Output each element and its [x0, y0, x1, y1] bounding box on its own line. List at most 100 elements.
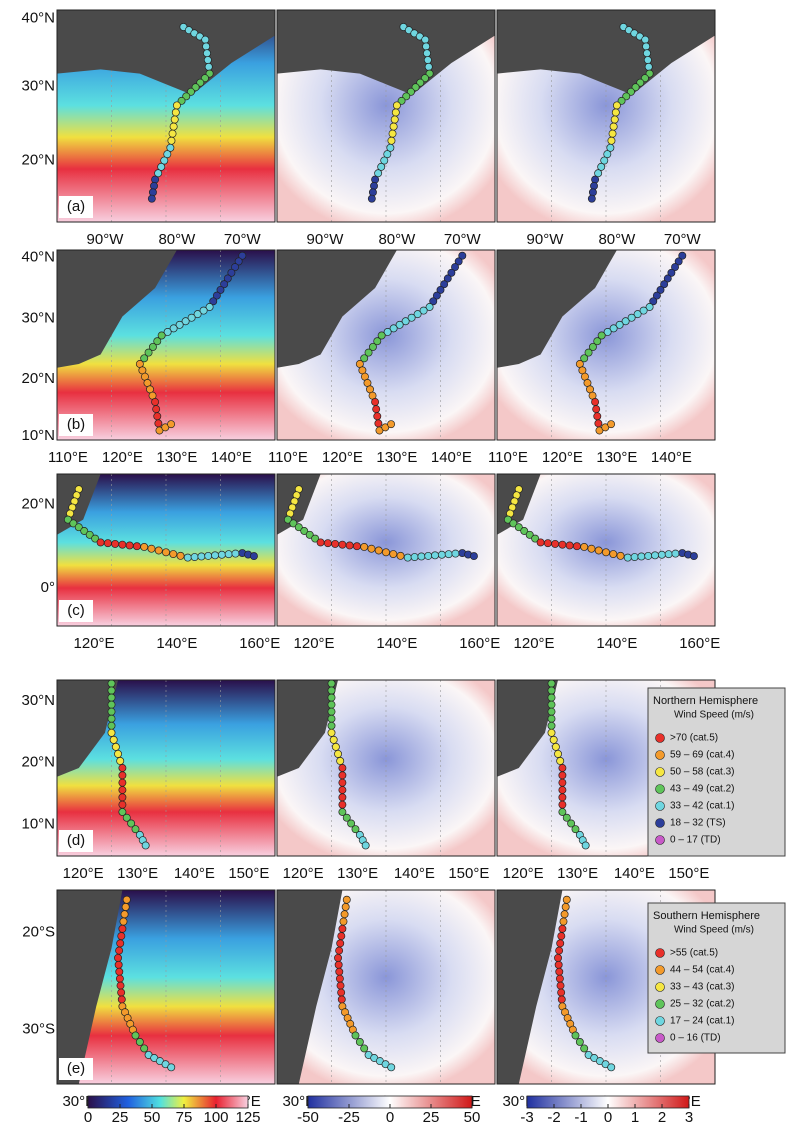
track-point [162, 549, 169, 556]
track-point [559, 925, 566, 932]
lon-tick-label: 120°E [102, 449, 143, 466]
track-point [120, 918, 127, 925]
track-point [119, 801, 126, 808]
track-point [470, 552, 477, 559]
track-point [108, 687, 115, 694]
track-point [203, 50, 210, 57]
track-point [112, 540, 119, 547]
track-point [559, 541, 566, 548]
track-point [150, 182, 157, 189]
legend-swatch [656, 734, 665, 743]
track-point [372, 176, 379, 183]
track-point [336, 975, 343, 982]
legend-swatch [656, 983, 665, 992]
track-point [116, 968, 123, 975]
track-point [445, 551, 452, 558]
track-point [362, 842, 369, 849]
lon-tick-label: 160°E [459, 635, 500, 652]
track-point [608, 1064, 615, 1071]
track-point [155, 420, 162, 427]
track-point [645, 552, 652, 559]
legend-label: 18 – 32 (TS) [670, 818, 726, 829]
track-point [557, 940, 564, 947]
track-point [339, 779, 346, 786]
colorbar-tick-label: 0 [386, 1109, 394, 1126]
track-point [559, 794, 566, 801]
legend-swatch [656, 836, 665, 845]
track-point [328, 694, 335, 701]
lon-tick-label: 110°E [48, 449, 88, 466]
legend-label: 50 – 58 (cat.3) [670, 767, 734, 778]
track-point [119, 786, 126, 793]
track-point [338, 932, 345, 939]
track-point [108, 701, 115, 708]
track-point [141, 1045, 148, 1052]
panel-label: (b) [67, 416, 85, 433]
track-point [114, 750, 121, 757]
track-point [548, 708, 555, 715]
track-point [644, 56, 651, 63]
legend-title: Northern Hemisphere [653, 695, 758, 707]
legend-title: Southern Hemisphere [653, 910, 760, 922]
track-point [334, 750, 341, 757]
track-point [153, 406, 160, 413]
track-point [341, 911, 348, 918]
track-point [339, 772, 346, 779]
track-point [581, 1045, 588, 1052]
track-point [548, 694, 555, 701]
track-point [133, 543, 140, 550]
track-point [119, 779, 126, 786]
track-point [339, 541, 346, 548]
lon-tick-label: 130°E [156, 449, 197, 466]
lon-tick-label: 150°E [228, 865, 269, 882]
track-point [548, 715, 555, 722]
lat-tick-label: 20°S [22, 924, 55, 941]
track-point [167, 421, 174, 428]
lon-tick-label: 70°W [664, 231, 702, 248]
track-point [142, 842, 149, 849]
lat-tick-label: 30°N [21, 77, 55, 94]
lon-tick-label: 110°E [488, 449, 528, 466]
track-point [337, 940, 344, 947]
track-point [560, 918, 567, 925]
track-point [438, 551, 445, 558]
lon-tick-label: 140°E [156, 635, 197, 652]
colorbar-tick-label: 50 [144, 1109, 161, 1126]
track-point [332, 743, 339, 750]
lon-tick-label: 70°W [224, 231, 262, 248]
track-point [114, 954, 121, 961]
track-point [108, 680, 115, 687]
track-point [119, 794, 126, 801]
track-point [388, 137, 395, 144]
colorbar-tick-label: 2 [658, 1109, 666, 1126]
lon-tick-label: 140°E [431, 449, 472, 466]
track-point [336, 947, 343, 954]
lat-tick-label: 20°N [21, 151, 55, 168]
track-point [389, 130, 396, 137]
colorbar [88, 1096, 248, 1108]
track-point [555, 961, 562, 968]
track-point [375, 547, 382, 554]
legend-label: 0 – 17 (TD) [670, 835, 721, 846]
lon-tick-label: 130°E [337, 865, 378, 882]
track-point [573, 543, 580, 550]
track-point [339, 925, 346, 932]
colorbar-tick-label: 125 [235, 1109, 260, 1126]
track-point [423, 50, 430, 57]
track-point [328, 722, 335, 729]
colorbar-tick-label: 25 [423, 1109, 440, 1126]
track-point [119, 541, 126, 548]
lat-tick-label: 0° [41, 579, 55, 596]
colorbar-tick-label: -1 [574, 1109, 587, 1126]
track-point [592, 176, 599, 183]
track-point [205, 63, 212, 70]
track-point [375, 420, 382, 427]
track-point [425, 63, 432, 70]
colorbar-tick-label: -3 [520, 1109, 533, 1126]
track-point [141, 543, 148, 550]
track-point [554, 954, 561, 961]
track-point [582, 842, 589, 849]
lon-tick-label: 120°E [283, 865, 324, 882]
track-point [576, 1038, 583, 1045]
track-point [324, 540, 331, 547]
